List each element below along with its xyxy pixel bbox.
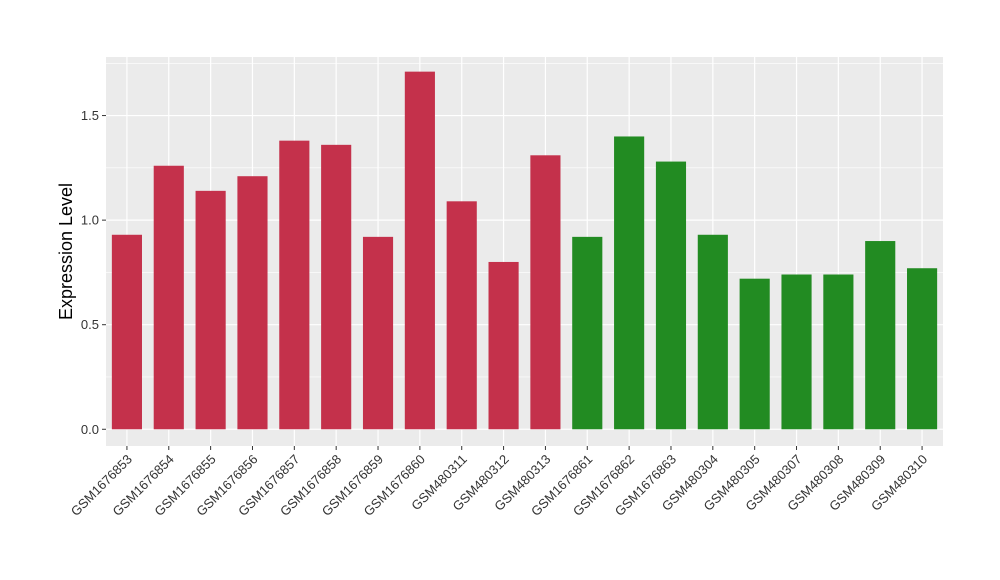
bar-gsm1676861 [572, 236, 603, 430]
bar-gsm480309 [865, 241, 896, 430]
bar-gsm1676859 [362, 236, 394, 430]
y-tick-label: 0.0 [81, 422, 99, 437]
bar-gsm480310 [907, 268, 938, 430]
bar-gsm1676854 [153, 165, 184, 430]
y-tick-label: 1.5 [81, 108, 99, 123]
bar-gsm480312 [488, 261, 519, 430]
x-axis: GSM1676853GSM1676854GSM1676855GSM1676856… [68, 446, 930, 519]
bars [111, 71, 938, 430]
bar-gsm1676856 [237, 176, 268, 430]
bar-gsm480311 [446, 201, 477, 430]
y-tick-label: 1.0 [81, 213, 99, 228]
y-tick-label: 0.5 [81, 317, 99, 332]
bar-gsm1676862 [614, 136, 645, 430]
bar-gsm1676858 [321, 144, 352, 430]
bar-gsm480308 [823, 274, 854, 430]
bar-gsm480313 [530, 155, 561, 430]
bar-gsm1676855 [195, 190, 226, 430]
y-axis-title: Expression Level [56, 183, 76, 320]
bar-gsm480304 [697, 234, 728, 430]
y-axis: 0.0 0.5 1.0 1.5 [81, 108, 106, 437]
bar-gsm1676853 [111, 234, 142, 430]
bar-gsm480307 [781, 274, 812, 430]
bar-gsm1676857 [279, 140, 310, 430]
bar-gsm1676863 [655, 161, 687, 430]
bar-gsm480305 [739, 278, 770, 430]
bar-gsm1676860 [404, 71, 435, 430]
